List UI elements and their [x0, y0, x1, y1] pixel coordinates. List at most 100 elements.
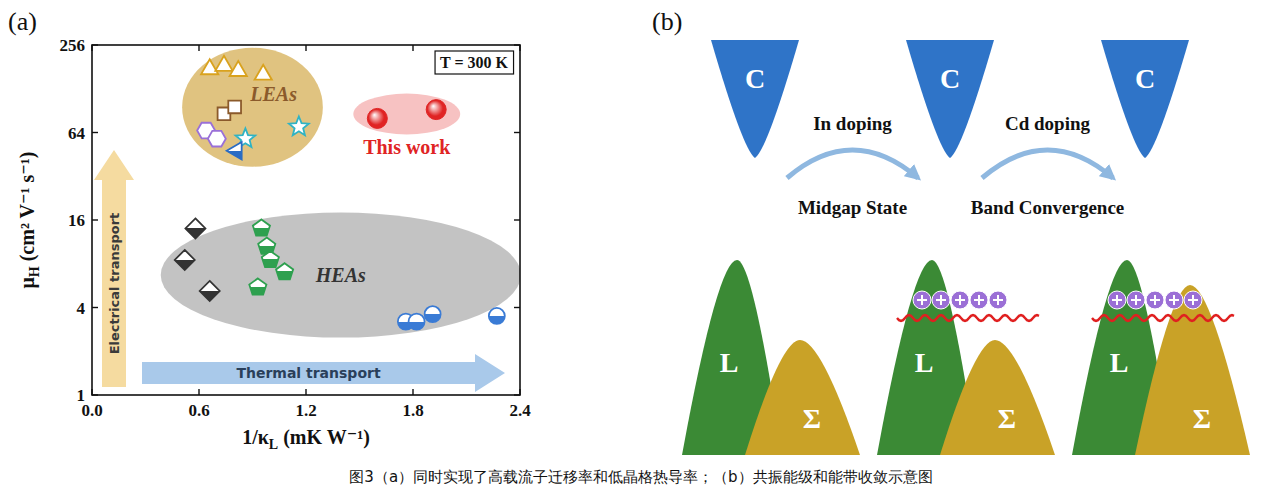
group-area — [182, 48, 323, 167]
data-point — [208, 131, 226, 147]
electrical-arrow — [94, 150, 134, 387]
y-tick — [514, 44, 520, 45]
hole — [970, 291, 988, 309]
x-tick — [412, 45, 413, 51]
markers — [175, 56, 505, 330]
x-tick — [198, 389, 199, 395]
text-part: H — [27, 266, 42, 277]
plot-frame — [92, 45, 520, 395]
y-tick — [92, 132, 98, 133]
data-point — [409, 314, 425, 330]
data-point — [258, 238, 275, 254]
figure: (a)0.00.61.21.82.41416642561/κL (mK W⁻¹)… — [0, 0, 1283, 492]
y-tick — [514, 307, 520, 308]
hole — [1165, 291, 1183, 309]
panel-label: (b) — [652, 7, 682, 36]
sigma-band — [940, 340, 1055, 455]
hole-plus — [917, 295, 927, 305]
hole — [913, 291, 931, 309]
group-area — [161, 212, 520, 337]
group-label: LEAs — [249, 83, 297, 105]
hole-plus — [1131, 295, 1141, 305]
step-result: Midgap State — [798, 197, 907, 218]
hole-plus — [936, 295, 946, 305]
hole-plus — [1150, 295, 1160, 305]
panel-label: (a) — [8, 7, 37, 36]
band-label: C — [1135, 63, 1155, 94]
arrow-label: Thermal transport — [236, 365, 381, 381]
data-point — [289, 116, 309, 135]
data-point — [276, 263, 293, 279]
data-point — [426, 100, 446, 120]
x-tick — [412, 389, 413, 395]
hole — [1146, 291, 1164, 309]
step-label: In doping — [813, 113, 892, 134]
state-line — [1092, 315, 1234, 321]
group-label: This work — [363, 136, 451, 158]
data-point — [200, 281, 220, 301]
data-point — [201, 59, 218, 74]
band-label: Σ — [998, 403, 1016, 434]
hole-plus — [1169, 295, 1179, 305]
data-point — [249, 278, 266, 294]
band-label: L — [720, 347, 739, 378]
band-label: Σ — [803, 403, 821, 434]
x-tick — [198, 45, 199, 51]
hole-plus — [993, 295, 1003, 305]
hole-plus — [1112, 295, 1122, 305]
x-tick — [305, 389, 306, 395]
x-tick — [519, 45, 520, 51]
data-point — [253, 219, 270, 235]
hole — [932, 291, 950, 309]
data-point — [489, 308, 505, 324]
band-label: L — [915, 347, 934, 378]
hole — [1127, 291, 1145, 309]
data-point — [228, 101, 241, 114]
y-tick-label: 256 — [60, 36, 86, 55]
group-area — [353, 94, 460, 135]
text-part: L — [269, 437, 278, 452]
data-point — [227, 142, 242, 159]
x-tick — [305, 45, 306, 51]
text-part: κ — [258, 426, 269, 448]
x-axis-title: 1/κL (mK W⁻¹) — [242, 426, 370, 452]
data-point — [255, 65, 272, 80]
text-part: (cm² V⁻¹ s⁻¹) — [16, 151, 39, 266]
y-axis-title: μH (cm² V⁻¹ s⁻¹) — [16, 151, 42, 288]
y-tick-label: 1 — [77, 386, 86, 405]
y-tick-label: 16 — [68, 211, 85, 230]
y-tick — [92, 394, 98, 395]
sigma-band — [1135, 285, 1250, 455]
thermal-arrow — [142, 354, 505, 392]
y-tick — [92, 219, 98, 220]
text-part: μ — [16, 277, 39, 289]
conduction-band — [906, 40, 994, 158]
y-tick-label: 64 — [68, 124, 86, 143]
hole — [1184, 291, 1202, 309]
y-tick — [92, 307, 98, 308]
hole-plus — [955, 295, 965, 305]
caption: 图3（a）同时实现了高载流子迁移率和低晶格热导率；（b）共振能级和能带收敛示意图 — [349, 468, 932, 486]
data-point — [425, 306, 441, 322]
group-label: HEAs — [315, 264, 366, 286]
state-line — [897, 315, 1039, 321]
text-part: (mK W⁻¹) — [278, 426, 370, 449]
hole-plus — [974, 295, 984, 305]
hole-plus — [1188, 295, 1198, 305]
sigma-band — [745, 340, 860, 455]
step-label: Cd doping — [1005, 113, 1091, 134]
conduction-band — [711, 40, 799, 158]
step-arrow — [787, 150, 918, 178]
step-arrow — [982, 150, 1113, 178]
text-part: 1/ — [242, 426, 258, 448]
y-tick — [514, 132, 520, 133]
y-tick — [514, 219, 520, 220]
x-tick — [91, 45, 92, 51]
y-tick — [92, 44, 98, 45]
data-point — [215, 56, 232, 71]
band-label: C — [745, 63, 765, 94]
data-point — [367, 108, 387, 128]
x-tick — [519, 389, 520, 395]
step-result: Band Convergence — [971, 197, 1125, 218]
y-tick — [514, 394, 520, 395]
